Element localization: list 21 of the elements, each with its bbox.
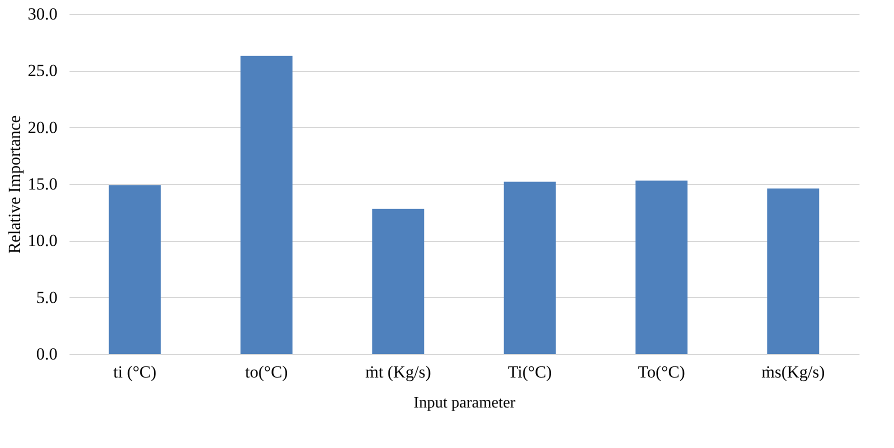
x-axis-title: Input parameter (414, 394, 516, 412)
y-tick-label: 10.0 (28, 231, 58, 250)
y-axis-title: Relative Importance (4, 115, 24, 254)
x-tick-label: ti (°C) (113, 362, 156, 382)
bar (767, 188, 820, 354)
y-tick-label: 15.0 (28, 174, 58, 194)
bar (372, 208, 424, 354)
bar (636, 180, 688, 354)
bar (240, 56, 292, 354)
y-tick-label: 25.0 (28, 61, 58, 80)
bar (108, 185, 161, 354)
x-tick-label: To(°C) (638, 362, 686, 382)
y-tick-label: 0.0 (36, 344, 58, 364)
x-tick-label: ṁt (Kg/s) (365, 362, 431, 382)
bar (504, 182, 556, 354)
y-tick-label: 30.0 (28, 4, 58, 24)
x-tick-label: Ti(°C) (508, 362, 552, 382)
x-tick-label: to(°C) (245, 362, 288, 382)
y-tick-label: 20.0 (28, 118, 58, 137)
x-tick-label: ṁs(Kg/s) (762, 362, 825, 382)
y-tick-label: 5.0 (36, 288, 58, 307)
